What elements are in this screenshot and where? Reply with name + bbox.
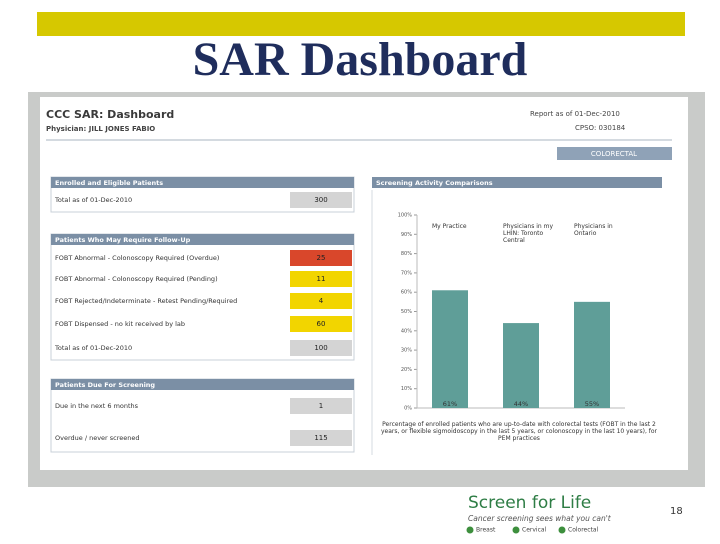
y-tick-label: 80%: [401, 251, 412, 257]
y-tick-label: 40%: [401, 328, 412, 334]
value-label: 55%: [585, 400, 599, 408]
row-label: FOBT Abnormal - Colonoscopy Required (Ov…: [55, 254, 219, 262]
row-label: Total as of 01-Dec-2010: [54, 344, 132, 352]
tab-label[interactable]: COLORECTAL: [591, 150, 637, 158]
chart-caption: Percentage of enrolled patients who are …: [380, 421, 658, 442]
y-tick-label: 20%: [401, 367, 412, 373]
category-label-box: Physicians in Ontario: [574, 223, 613, 237]
check-icon: [558, 526, 566, 534]
logo-tagline: Cancer screening sees what you can't: [468, 514, 612, 523]
slide-title: SAR Dashboard: [193, 33, 528, 86]
value-box: [290, 293, 352, 309]
value-label: 44%: [514, 400, 528, 408]
category-label: Physicians in my LHIN: Toronto Central: [503, 223, 554, 244]
row-label: Total as of 01-Dec-2010: [54, 196, 132, 204]
category-label-box: My Practice: [432, 223, 467, 230]
category-label: Physicians in Ontario: [574, 223, 613, 237]
check-icon: [466, 526, 474, 534]
row-value: 25: [317, 254, 326, 262]
value-box: [290, 250, 352, 266]
y-tick-label: 50%: [401, 309, 412, 315]
row-value: 115: [314, 434, 327, 442]
value-box: [290, 316, 352, 332]
report-date: Report as of 01-Dec-2010: [530, 110, 620, 118]
panel-header: [51, 234, 354, 245]
physician: Physician: JILL JONES FABIO: [46, 125, 155, 133]
y-tick-label: 30%: [401, 348, 412, 354]
page-number: 18: [670, 506, 683, 517]
chart-panel-header: [372, 177, 662, 188]
row-label: FOBT Abnormal - Colonoscopy Required (Pe…: [55, 275, 218, 283]
row-value: 300: [314, 196, 327, 204]
category-label: My Practice: [432, 223, 467, 230]
y-tick-label: 10%: [401, 386, 412, 392]
chart-caption-box: Percentage of enrolled patients who are …: [380, 421, 658, 442]
row-label: Due in the next 6 months: [55, 402, 139, 410]
row-label: FOBT Dispensed - no kit received by lab: [55, 320, 185, 328]
row-label: Overdue / never screened: [55, 434, 140, 442]
bar: [503, 323, 539, 408]
bar: [432, 290, 468, 408]
row-value: 60: [317, 320, 326, 328]
y-tick-label: 100%: [398, 213, 413, 219]
tab[interactable]: [557, 147, 672, 160]
title-bar: [37, 12, 685, 36]
y-tick-label: 0%: [404, 406, 412, 412]
value-box: [290, 430, 352, 446]
panel-header: [51, 177, 354, 188]
y-tick-label: 90%: [401, 232, 412, 238]
row-value: 4: [319, 297, 324, 305]
cpso: CPSO: 030184: [575, 124, 626, 132]
value-box: [290, 192, 352, 208]
logo-program: Breast: [476, 527, 496, 534]
row-value: 100: [314, 344, 327, 352]
y-tick-label: 60%: [401, 290, 412, 296]
check-icon: [512, 526, 520, 534]
panel-header: [51, 379, 354, 390]
dashboard-title: CCC SAR: Dashboard: [46, 108, 174, 121]
chart-title: Screening Activity Comparisons: [376, 179, 493, 187]
panel-title: Patients Due For Screening: [55, 381, 155, 389]
bar: [574, 301, 610, 408]
logo-program: Colorectal: [568, 527, 599, 534]
value-label: 61%: [443, 400, 457, 408]
row-label: FOBT Rejected/Indeterminate - Retest Pen…: [55, 297, 237, 305]
logo-program: Cervical: [522, 527, 547, 534]
value-box: [290, 398, 352, 414]
row-value: 1: [319, 402, 323, 410]
row-value: 11: [317, 275, 326, 283]
logo-title: Screen for Life: [468, 493, 591, 513]
value-box: [290, 271, 352, 287]
panel-title: Patients Who May Require Follow-Up: [55, 236, 191, 244]
y-tick-label: 70%: [401, 270, 412, 276]
value-box: [290, 340, 352, 356]
category-label-box: Physicians in my LHIN: Toronto Central: [503, 223, 554, 244]
panel-title: Enrolled and Eligible Patients: [55, 179, 163, 187]
